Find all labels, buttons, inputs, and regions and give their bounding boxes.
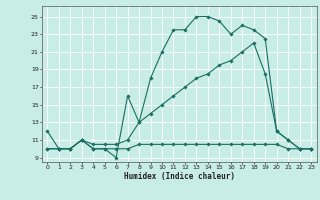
X-axis label: Humidex (Indice chaleur): Humidex (Indice chaleur)	[124, 172, 235, 181]
